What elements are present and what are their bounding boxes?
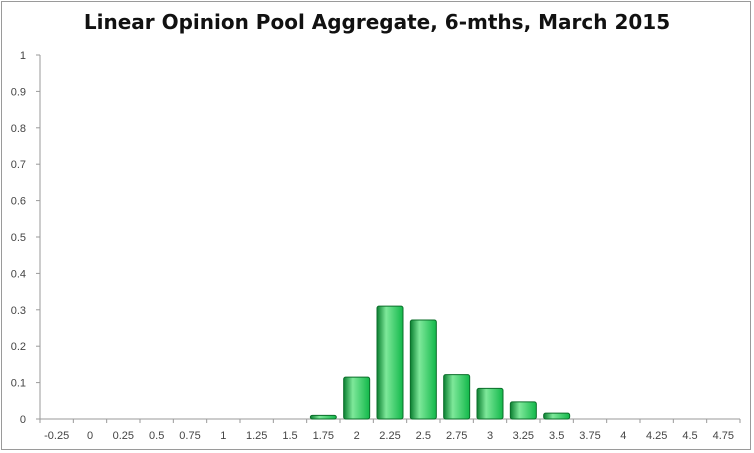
x-tick-label: 0.25 [113, 430, 134, 442]
x-tick-label: 0.5 [149, 430, 164, 442]
x-tick-label: 2.25 [379, 430, 400, 442]
x-tick-label: 1.75 [313, 430, 334, 442]
bar [443, 374, 471, 420]
x-tick-label: 2.5 [416, 430, 431, 442]
x-tick-label: 3.5 [549, 430, 564, 442]
y-tick-label: 0.2 [11, 341, 26, 353]
x-tick-label: 4.5 [682, 430, 697, 442]
x-tick-label: 3.75 [579, 430, 600, 442]
x-tick-label: 4.75 [713, 430, 734, 442]
bar [476, 387, 504, 420]
x-tick-label: -0.25 [44, 430, 69, 442]
y-tick-label: 0 [20, 414, 26, 426]
y-tick-label: 0.5 [11, 232, 26, 244]
x-tick-label: 1.25 [246, 430, 267, 442]
x-tick-label: 3.25 [513, 430, 534, 442]
x-tick-label: 4.25 [646, 430, 667, 442]
bar [376, 305, 404, 420]
x-tick-label: 0.75 [179, 430, 200, 442]
bar [409, 319, 437, 420]
y-tick-label: 0.4 [11, 268, 26, 280]
y-tick-label: 0.8 [11, 123, 26, 135]
x-tick-label: 4 [620, 430, 626, 442]
x-tick-label: 3 [487, 430, 493, 442]
bar [543, 412, 571, 420]
y-tick-label: 0.7 [11, 159, 26, 171]
y-tick-label: 1 [20, 50, 26, 62]
x-tick-label: 1 [220, 430, 226, 442]
bar [343, 376, 371, 420]
x-tick-label: 2 [354, 430, 360, 442]
x-tick-label: 0 [87, 430, 93, 442]
chart-title: Linear Opinion Pool Aggregate, 6-mths, M… [83, 10, 671, 34]
y-tick-label: 0.3 [11, 305, 26, 317]
bar [309, 414, 337, 420]
x-tick-label: 2.75 [446, 430, 467, 442]
y-tick-label: 0.9 [11, 86, 26, 98]
y-tick-label: 0.1 [11, 378, 26, 390]
x-tick-label: 1.5 [282, 430, 297, 442]
bar [509, 401, 537, 420]
y-tick-label: 0.6 [11, 196, 26, 208]
